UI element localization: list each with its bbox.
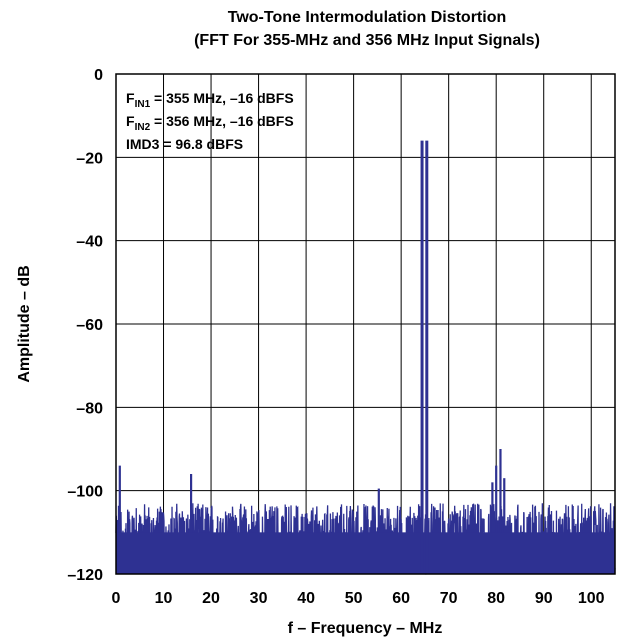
x-tick-label: 20	[202, 590, 220, 607]
plot-frame	[115, 73, 616, 575]
x-tick-label: 50	[345, 590, 363, 607]
annotation-box: FIN1 = 355 MHz, –16 dBFS FIN2 = 356 MHz,…	[126, 90, 294, 152]
x-tick-label: 0	[112, 590, 121, 607]
x-tick-label: 70	[440, 590, 458, 607]
y-tick-label: –40	[76, 234, 103, 251]
x-tick-label: 90	[535, 590, 553, 607]
x-axis-label: f – Frequency – MHz	[288, 620, 443, 637]
x-tick-label: 80	[487, 590, 505, 607]
x-tick-label: 60	[392, 590, 410, 607]
spectrum-trace	[115, 140, 616, 575]
chart-title: Two-Tone Intermodulation Distortion	[228, 9, 506, 26]
x-axis-ticks: 0 10 20 30 40 50 60 70 80 90 100	[112, 590, 605, 607]
y-tick-label: –60	[76, 317, 103, 334]
y-axis-label: Amplitude – dB	[16, 265, 33, 382]
noise-floor-fill	[116, 532, 615, 574]
x-tick-label: 40	[297, 590, 315, 607]
x-tick-label: 10	[155, 590, 173, 607]
y-tick-label: –20	[76, 150, 103, 167]
annotation-fin2: FIN2 = 356 MHz, –16 dBFS	[126, 113, 294, 133]
y-axis-ticks: 0 –20 –40 –60 –80 –100 –120	[67, 67, 103, 584]
y-tick-label: –120	[67, 567, 103, 584]
x-tick-label: 100	[578, 590, 605, 607]
grid	[116, 74, 615, 574]
chart-subtitle: (FFT For 355-MHz and 356 MHz Input Signa…	[194, 32, 540, 49]
y-tick-label: –80	[76, 400, 103, 417]
annotation-imd3: IMD3 = 96.8 dBFS	[126, 136, 243, 152]
y-tick-label: 0	[94, 67, 103, 84]
y-tick-label: –100	[67, 484, 103, 501]
x-tick-label: 30	[250, 590, 268, 607]
annotation-fin1: FIN1 = 355 MHz, –16 dBFS	[126, 90, 294, 110]
